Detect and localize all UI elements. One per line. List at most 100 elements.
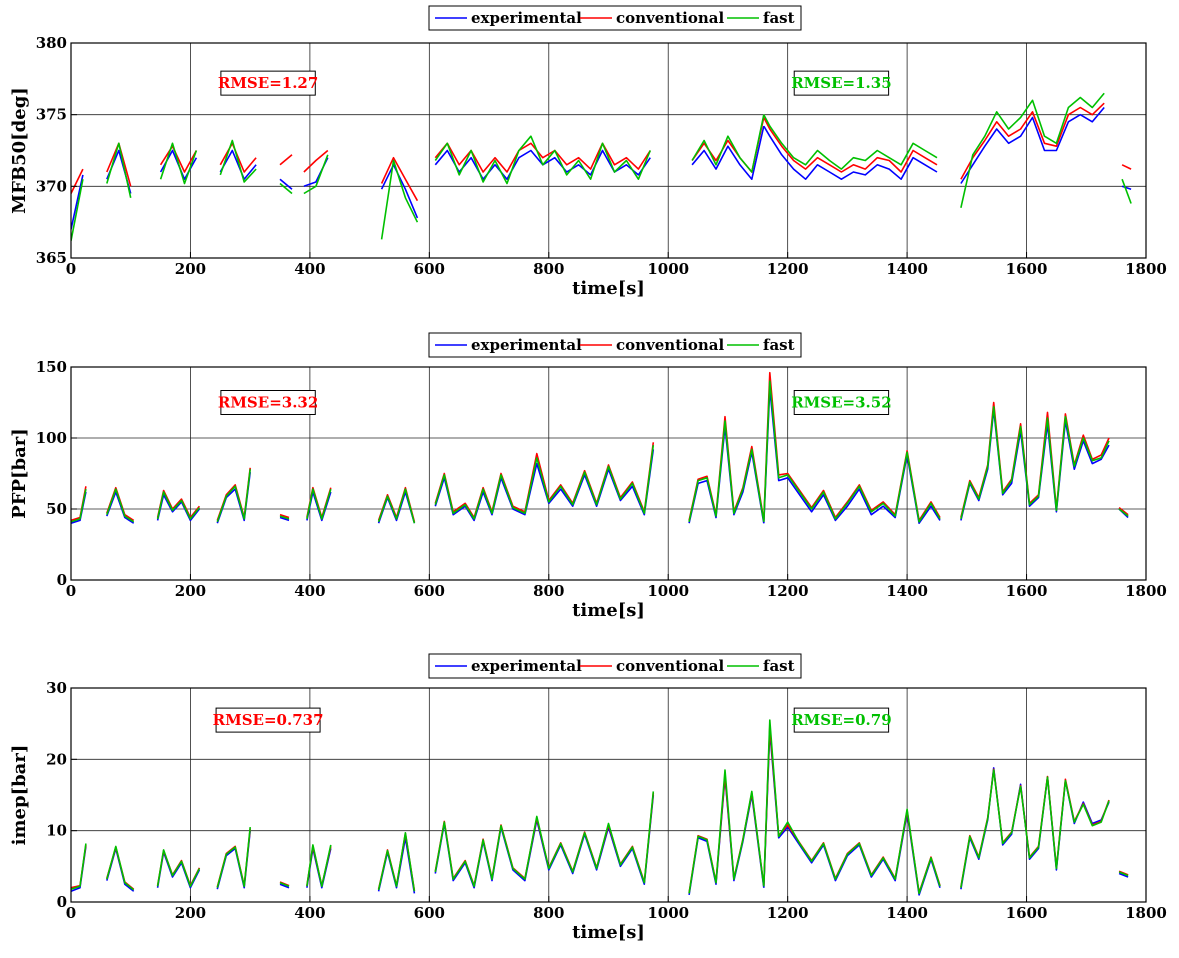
series-line-conventional (279, 513, 290, 519)
x-tick-label: 1400 (886, 582, 928, 600)
x-tick-label: 800 (533, 582, 564, 600)
rmse-box (220, 70, 316, 96)
series-line-conventional (763, 117, 938, 173)
series-experimental (71, 106, 1132, 230)
legend-label-experimental: experimental (471, 336, 582, 354)
series-line-experimental (691, 125, 765, 180)
y-tick-label: 365 (36, 249, 67, 267)
grid (71, 688, 1146, 902)
x-tick-label: 1000 (647, 260, 689, 278)
series-group (71, 92, 1132, 241)
series-line-conventional (303, 149, 329, 173)
series-line-fast (1118, 508, 1129, 517)
series-line-fast (1118, 871, 1129, 877)
series-line-experimental (763, 125, 938, 180)
series-line-conventional (380, 156, 419, 202)
legend-label-conventional: conventional (616, 657, 724, 675)
series-line-fast (71, 488, 87, 523)
x-tick-label: 400 (294, 260, 325, 278)
series-line-fast (377, 831, 416, 892)
series-line-conventional (1118, 506, 1129, 516)
x-tick-label: 1600 (1006, 260, 1048, 278)
y-tick-label: 20 (46, 750, 67, 768)
legend-label-conventional: conventional (616, 336, 724, 354)
series-line-experimental (960, 106, 1105, 184)
y-tick-label: 10 (46, 822, 67, 840)
series-line-experimental (1118, 872, 1129, 878)
series-line-experimental (1121, 185, 1132, 190)
series-line-fast (960, 92, 1105, 208)
x-tick-label: 800 (533, 260, 564, 278)
x-tick-label: 1800 (1125, 260, 1167, 278)
x-tick-label: 400 (294, 904, 325, 922)
axes-frame (70, 366, 1147, 581)
series-line-conventional (1121, 164, 1132, 170)
series-fast (71, 719, 1129, 895)
rmse-label: RMSE=1.35 (791, 74, 891, 92)
rmse-label: RMSE=0.737 (213, 711, 324, 729)
x-tick-label: 400 (294, 582, 325, 600)
x-tick-label: 1600 (1006, 582, 1048, 600)
series-line-fast (156, 849, 201, 888)
series-line-fast (763, 114, 938, 170)
x-tick-label: 1000 (647, 582, 689, 600)
series-line-experimental (279, 883, 290, 889)
x-tick-label: 600 (414, 582, 445, 600)
y-tick-label: 0 (57, 571, 67, 589)
y-tick-label: 380 (36, 34, 67, 52)
series-line-experimental (71, 174, 84, 230)
x-tick-label: 1200 (767, 260, 809, 278)
x-tick-label: 600 (414, 260, 445, 278)
legend: experimental conventional fast (428, 5, 802, 31)
rmse-box (793, 70, 890, 96)
series-line-experimental (219, 149, 257, 180)
series-line-fast (306, 488, 332, 520)
legend-label-fast: fast (763, 657, 795, 675)
y-tick-label: 50 (46, 500, 67, 518)
series-line-fast (279, 881, 290, 888)
legend-label-experimental: experimental (471, 657, 582, 675)
series-line-fast (434, 444, 655, 520)
series-line-fast (960, 405, 1110, 520)
series-line-conventional (279, 154, 293, 166)
legend: experimental conventional fast (428, 332, 802, 358)
series-fast (71, 92, 1132, 241)
rmse-label: RMSE=3.52 (791, 394, 891, 412)
series-line-fast (303, 154, 329, 195)
rmse-label: RMSE=3.32 (218, 394, 318, 412)
y-axis-label: MFB50[deg] (9, 87, 30, 214)
legend: experimental conventional fast (428, 653, 802, 679)
y-tick-label: 100 (36, 429, 67, 447)
x-axis-label: time[s] (572, 600, 645, 621)
axes-frame (70, 42, 1147, 259)
series-line-fast (688, 769, 765, 894)
series-line-fast (279, 515, 290, 520)
series-line-fast (380, 159, 419, 240)
y-tick-label: 150 (36, 358, 67, 376)
x-tick-label: 1200 (767, 582, 809, 600)
x-tick-label: 200 (175, 904, 206, 922)
axes-frame (70, 687, 1147, 903)
x-tick-label: 600 (414, 904, 445, 922)
y-tick-label: 30 (46, 679, 67, 697)
x-tick-label: 1600 (1006, 904, 1048, 922)
series-line-fast (159, 142, 198, 185)
x-tick-label: 1800 (1125, 582, 1167, 600)
series-line-conventional (71, 168, 84, 194)
legend-label-fast: fast (763, 336, 795, 354)
x-axis-label: time[s] (572, 922, 645, 943)
series-line-conventional (219, 142, 257, 173)
panel-3: 0 200 400 600 800 1000 1200 1400 1600 1800 0 10 20 30… (9, 653, 1167, 943)
rmse-label: RMSE=0.79 (791, 711, 891, 729)
x-tick-label: 0 (66, 904, 76, 922)
panel-2: 0 200 400 600 800 1000 1200 1400 1600 1800 0 50 100 1… (9, 332, 1167, 621)
legend-label-fast: fast (763, 9, 795, 27)
series-line-fast (106, 142, 132, 198)
rmse-box (793, 390, 890, 415)
series-line-fast (434, 135, 652, 185)
grid (71, 43, 1146, 258)
series-line-fast (960, 769, 1110, 888)
y-axis-label: imep[bar] (9, 745, 30, 846)
legend-label-experimental: experimental (471, 9, 582, 27)
rmse-label: RMSE=1.27 (218, 74, 318, 92)
